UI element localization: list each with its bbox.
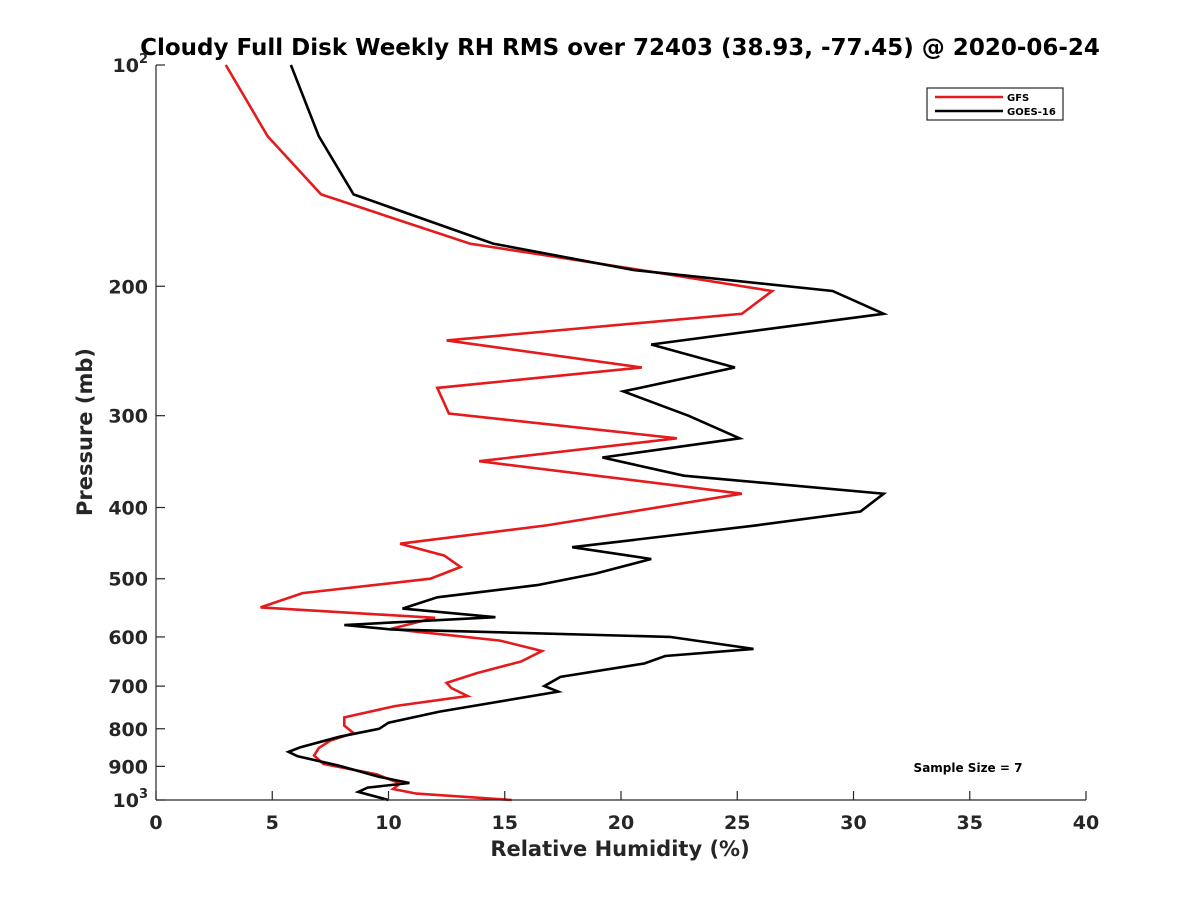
y-tick-label: 500 [108, 569, 148, 591]
x-tick-label: 15 [492, 812, 518, 834]
y-tick-label: 600 [108, 627, 148, 649]
chart-title: Cloudy Full Disk Weekly RH RMS over 7240… [140, 35, 1100, 61]
y-tick-label: 300 [108, 406, 148, 428]
y-tick-label: 102 [113, 52, 149, 77]
x-axis-label: Relative Humidity (%) [490, 837, 749, 861]
legend: GFS GOES-16 [926, 87, 1064, 121]
sample-size-annotation: Sample Size = 7 [914, 761, 1023, 775]
legend-box [926, 87, 1064, 121]
y-tick-label: 700 [108, 676, 148, 698]
x-tick-label: 20 [608, 812, 634, 834]
y-tick-label: 900 [108, 756, 148, 778]
series-line-gfs [224, 64, 776, 802]
legend-label: GOES-16 [1007, 107, 1056, 118]
x-tick-label: 0 [149, 812, 162, 834]
y-axis-label: Pressure (mb) [73, 348, 97, 516]
y-tick-label: 200 [108, 276, 148, 298]
x-tick-label: 30 [840, 812, 866, 834]
y-tick-label: 400 [108, 498, 148, 520]
series-line-goes-16 [285, 64, 889, 802]
series-layer [224, 64, 889, 802]
x-tick-label: 40 [1073, 812, 1099, 834]
legend-label: GFS [1007, 93, 1029, 104]
y-tick-label: 800 [108, 719, 148, 741]
y-tick-label: 103 [113, 787, 149, 812]
x-tick-label: 25 [724, 812, 750, 834]
x-tick-label: 35 [957, 812, 983, 834]
x-tick-label: 10 [375, 812, 401, 834]
axes-layer: 0 5 10 15 20 25 30 35 40 102 200 300 400 500 600 700 800… [108, 52, 1099, 834]
x-tick-label: 5 [266, 812, 279, 834]
